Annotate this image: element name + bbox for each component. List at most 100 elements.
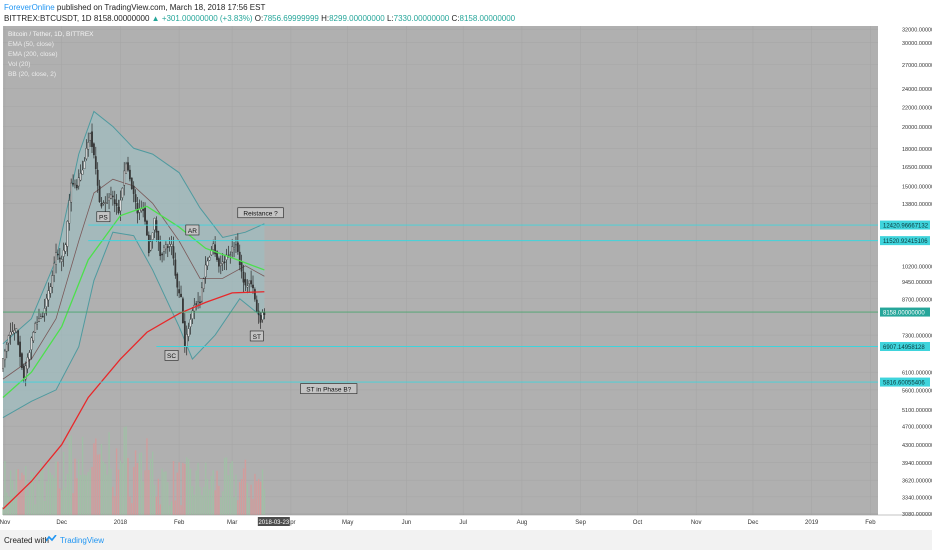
open-value: 7856.69999999 (263, 14, 319, 23)
candle-body (134, 194, 137, 203)
author-link[interactable]: ForeverOnline (4, 3, 55, 12)
volume-bar (261, 469, 264, 515)
price-chart[interactable]: 32000.00000000 30000.00000000 27000.000000… (0, 24, 932, 530)
candle-body (28, 352, 31, 360)
volume-bar (193, 494, 195, 515)
candle-body (115, 203, 118, 206)
volume-bar (42, 466, 44, 515)
candle-body (89, 133, 91, 141)
volume-bar (239, 482, 241, 515)
candle-body (155, 220, 158, 233)
volume-bar (104, 463, 106, 515)
candle-body (189, 319, 192, 327)
ema-200-line (2, 291, 265, 510)
volume-bar (229, 463, 231, 515)
volume-bar (115, 448, 118, 515)
volume-bar (134, 450, 137, 515)
volume-bar (8, 496, 10, 515)
candle-body (85, 148, 88, 160)
volume-bar (51, 474, 53, 515)
candle-body (199, 301, 201, 304)
volume-bar (165, 471, 167, 515)
volume-bar (53, 478, 55, 515)
volume-bar (254, 473, 256, 515)
candle-body (45, 298, 48, 307)
candle-body (47, 290, 50, 301)
volume-bar (167, 482, 169, 515)
volume-bar (151, 451, 154, 515)
volume-bar (61, 490, 63, 515)
volume-bar (87, 471, 89, 515)
candle-body (214, 244, 216, 255)
candle-body (178, 289, 180, 294)
y-tick-label: 4700.00000000 (902, 425, 932, 431)
volume-bar (187, 459, 190, 515)
candle-body (129, 169, 131, 180)
y-tick-label: 5100.00000000 (902, 408, 932, 414)
tradingview-brand[interactable]: TradingView (60, 536, 105, 545)
volume-bar (59, 488, 61, 515)
candle-body (102, 202, 105, 204)
legend-item: Vol (20) (8, 61, 30, 68)
volume-bar (138, 453, 141, 515)
x-tick-label: Dec (56, 520, 67, 526)
candle-body (172, 246, 175, 259)
volume-bar (142, 481, 144, 515)
candle-body (254, 289, 256, 300)
candle-body (68, 200, 71, 224)
annotation-box (300, 383, 358, 394)
y-tick-label: 32000.00000000 (902, 28, 932, 34)
candle-body (4, 350, 6, 361)
volume-bar (98, 454, 101, 515)
candle-body (165, 244, 167, 250)
candle-body (142, 209, 145, 211)
volume-bar (83, 474, 86, 515)
candle-body (19, 341, 21, 357)
candle-body (204, 264, 207, 278)
candle-body (223, 261, 226, 264)
x-tick-label: Mar (227, 520, 237, 526)
candle-body (163, 247, 165, 252)
candle-body (110, 194, 112, 199)
volume-bar (62, 451, 65, 515)
volume-bar (23, 475, 25, 515)
candle-body (64, 244, 67, 252)
tradingview-logo-icon (46, 535, 57, 542)
y-tick-label: 24000.00000000 (902, 87, 932, 93)
level-badge-label: 12420.96667132 (883, 224, 929, 230)
volume-bar (210, 475, 212, 515)
candle-body (250, 280, 252, 285)
legend-item: BB (20, close, 2) (8, 71, 56, 78)
x-tick-label: Feb (865, 520, 876, 526)
candle-body (119, 199, 122, 212)
close-value: 8158.00000000 (459, 14, 516, 23)
volume-bar (176, 472, 178, 515)
close-label: C: (451, 14, 460, 23)
candle-body (233, 247, 235, 250)
candle-body (201, 287, 203, 302)
x-tick-label: 2019 (805, 520, 819, 526)
volume-bar (97, 454, 99, 515)
volume-bar (250, 484, 252, 515)
candle-body (132, 185, 135, 194)
level-badge (880, 377, 930, 387)
publish-line: ForeverOnline published on TradingView.c… (4, 3, 265, 13)
candle-body (236, 242, 239, 252)
footer: Created with TradingView (0, 530, 932, 550)
candle-body (9, 331, 12, 336)
volume-bar (102, 461, 105, 515)
candle-body (197, 301, 199, 303)
volume-bar (178, 462, 180, 515)
volume-bar (6, 492, 8, 515)
candle-body (66, 221, 69, 247)
candle-body (43, 308, 46, 314)
volume-bar (19, 479, 21, 515)
volume-bar (161, 468, 163, 515)
x-tick-label: Feb (174, 520, 185, 526)
plot-area (3, 26, 878, 515)
candle-body (231, 246, 234, 253)
candle-body (187, 328, 190, 337)
candle-body (57, 253, 59, 256)
cursor-date-label: 2018-03-23 (258, 520, 289, 526)
volume-bar (32, 472, 34, 515)
